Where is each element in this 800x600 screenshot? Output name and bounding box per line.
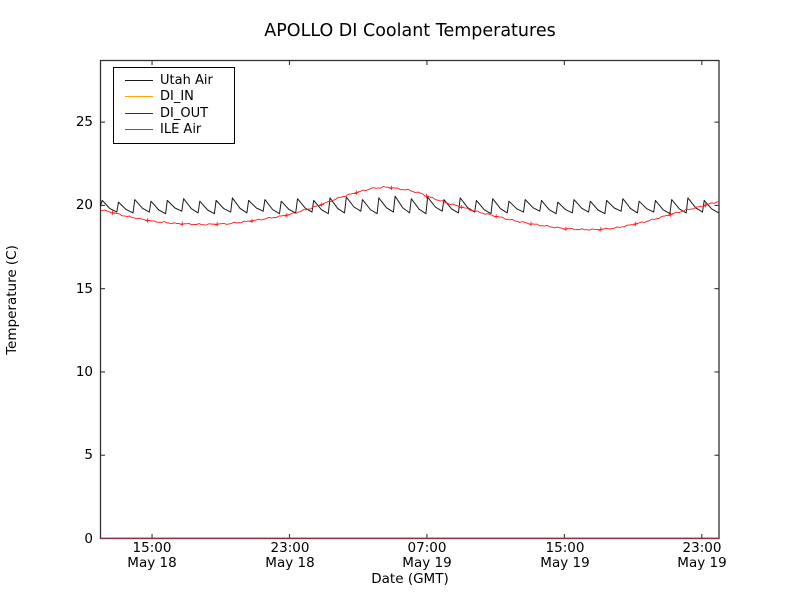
x-tick-date: May 19 xyxy=(677,554,727,571)
x-tick-date: May 18 xyxy=(127,554,177,571)
x-tick-date: May 19 xyxy=(402,554,452,571)
x-tick-label: 15:00 May 18 xyxy=(107,540,197,571)
y-tick-label: 10 xyxy=(75,364,93,380)
legend-item-di-in: DI_IN xyxy=(114,89,234,106)
x-tick-date: May 19 xyxy=(540,554,590,571)
legend-label: DI_OUT xyxy=(160,105,209,121)
chart-title: APOLLO DI Coolant Temperatures xyxy=(264,21,556,41)
utah-air-line-swatch xyxy=(125,79,153,81)
legend-item-di-out: DI_OUT xyxy=(114,105,234,122)
y-axis-title: Temperature (C) xyxy=(4,245,20,355)
x-tick-label: 07:00 May 19 xyxy=(382,540,472,571)
legend: Utah Air DI_IN DI_OUT ILE Air xyxy=(113,67,235,144)
legend-label: DI_IN xyxy=(160,89,194,105)
y-tick-label: 0 xyxy=(84,531,93,547)
x-tick-time: 23:00 xyxy=(682,540,722,556)
y-tick-label: 25 xyxy=(75,114,93,130)
y-tick-label: 20 xyxy=(75,197,93,213)
x-tick-time: 23:00 xyxy=(270,540,310,556)
x-tick-label: 23:00 May 18 xyxy=(245,540,335,571)
di-in-line-swatch xyxy=(125,96,153,98)
di-out-line-swatch xyxy=(125,112,153,114)
x-tick-time: 15:00 xyxy=(545,540,585,556)
x-tick-label: 15:00 May 19 xyxy=(520,540,610,571)
x-tick-time: 07:00 xyxy=(407,540,447,556)
x-tick-time: 15:00 xyxy=(132,540,172,556)
x-tick-label: 23:00 May 19 xyxy=(657,540,747,571)
x-axis-title: Date (GMT) xyxy=(371,571,449,587)
ile-air-line-swatch xyxy=(125,129,153,131)
y-tick-label: 5 xyxy=(84,447,93,463)
y-tick-label: 15 xyxy=(75,281,93,297)
x-tick-date: May 18 xyxy=(265,554,315,571)
legend-item-utah-air: Utah Air xyxy=(114,72,234,89)
legend-label: Utah Air xyxy=(160,72,213,88)
legend-label: ILE Air xyxy=(160,122,202,138)
legend-item-ile-air: ILE Air xyxy=(114,122,234,139)
